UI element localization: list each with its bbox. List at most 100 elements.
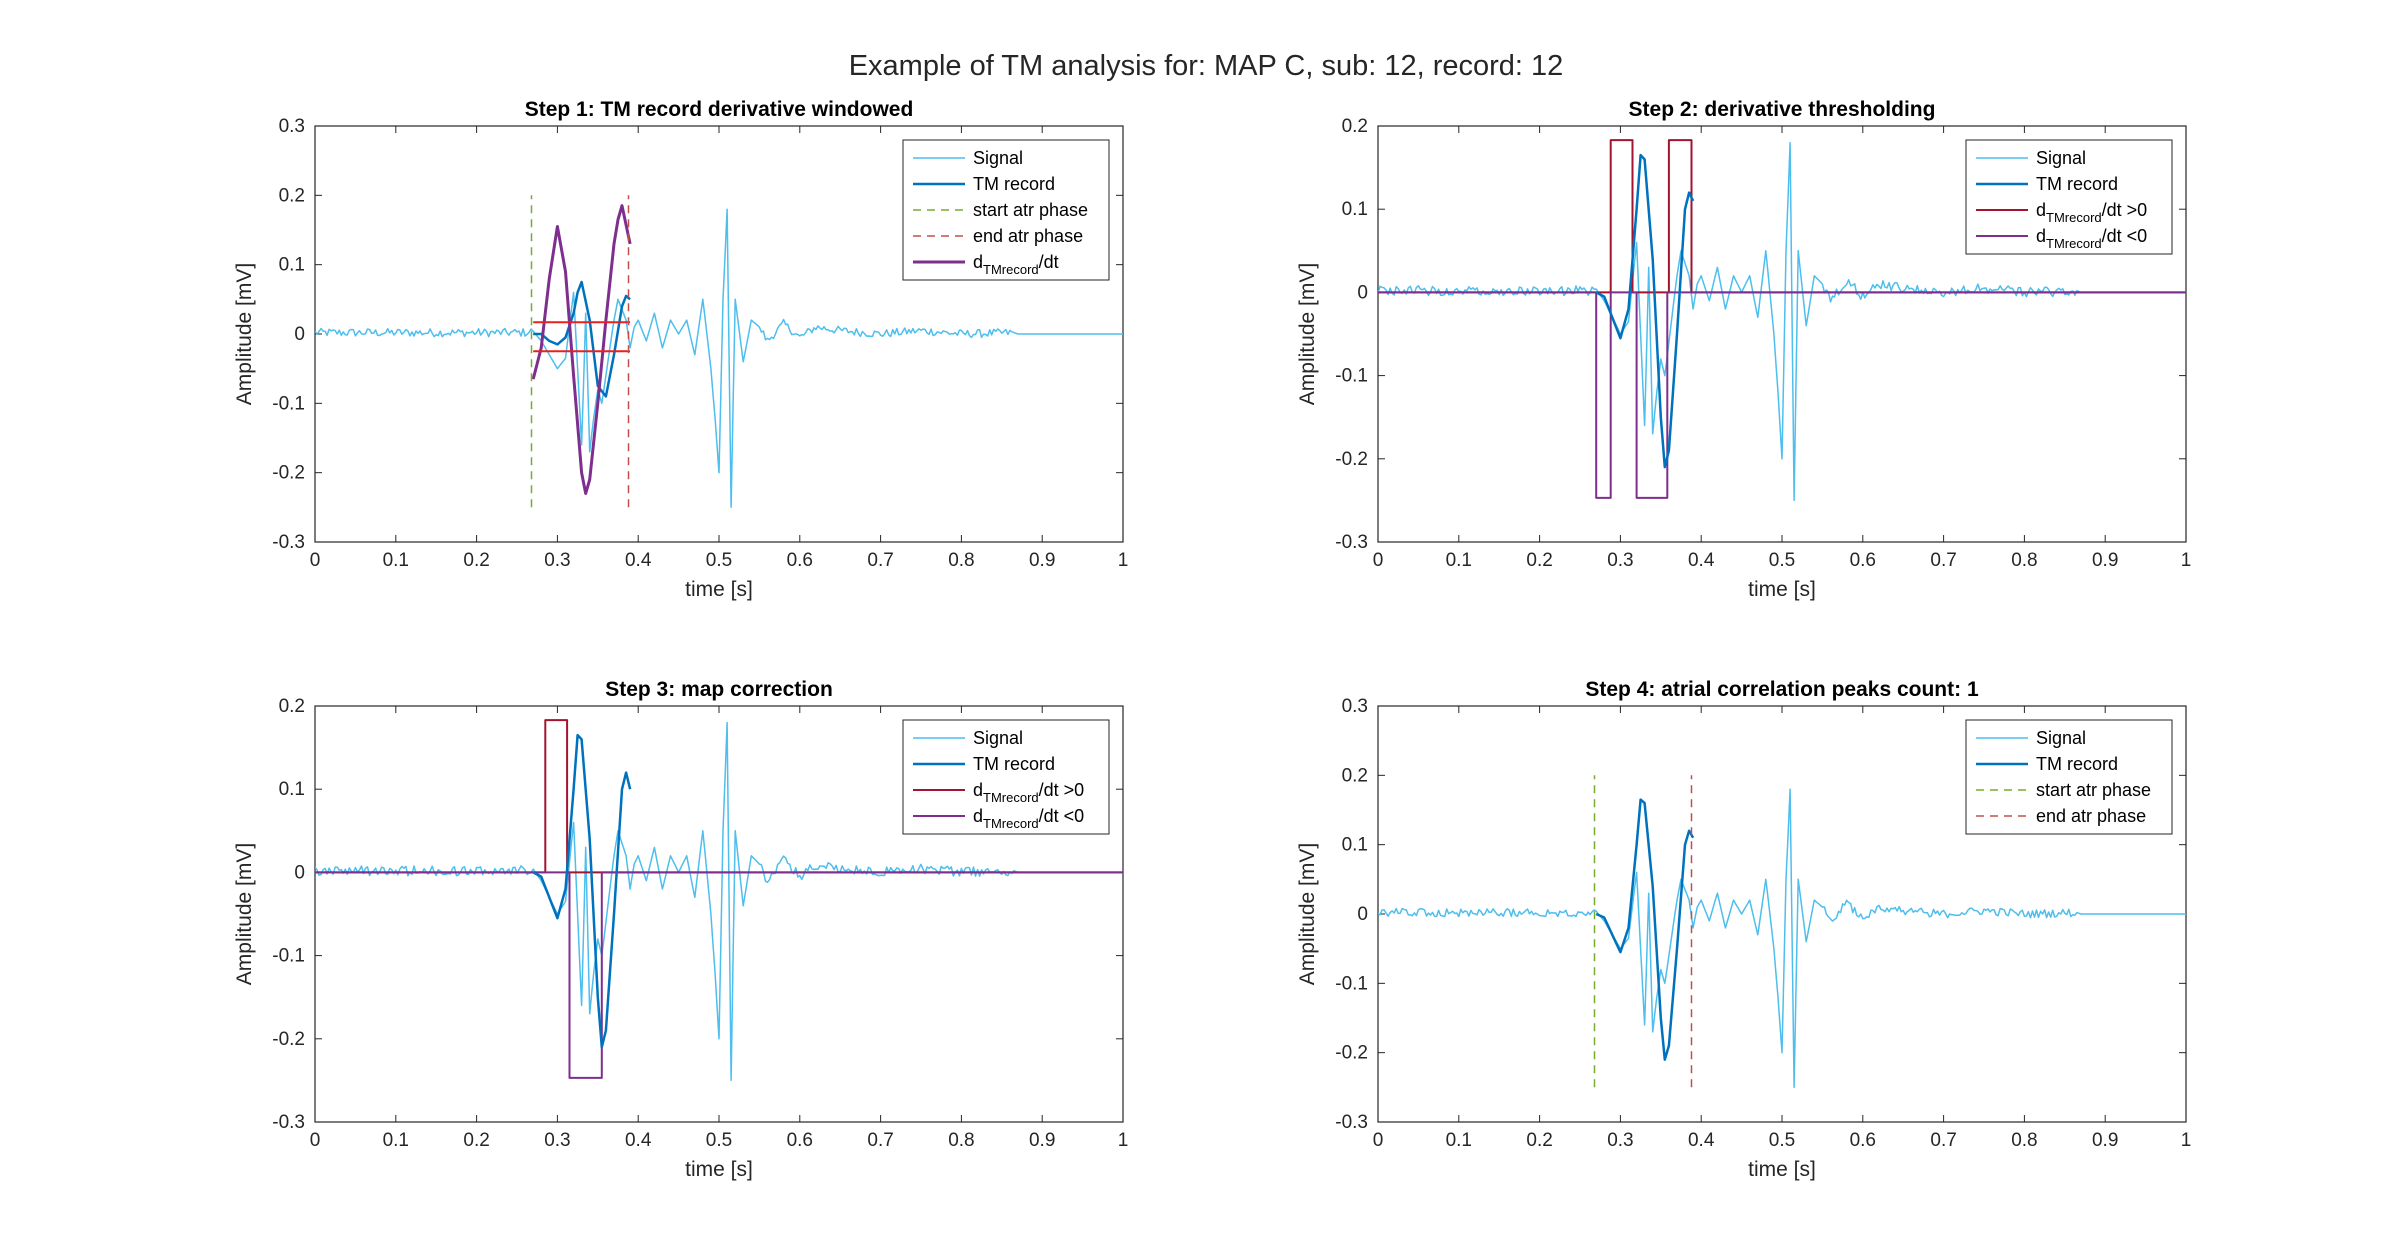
y-tick-label: 0.1	[279, 255, 305, 276]
subplot-title: Step 1: TM record derivative windowed	[525, 98, 914, 121]
x-tick-label: 0.2	[463, 1130, 489, 1151]
x-tick-label: 0.8	[2011, 550, 2037, 571]
legend-label: end atr phase	[973, 226, 1083, 246]
x-tick-label: 0.1	[383, 1130, 409, 1151]
legend-label: TM record	[2036, 174, 2118, 194]
y-tick-label: -0.1	[1335, 973, 1368, 994]
x-tick-label: 0.1	[1446, 550, 1472, 571]
y-tick-label: -0.1	[272, 946, 305, 967]
x-tick-label: 0.5	[706, 1130, 732, 1151]
y-tick-label: -0.3	[1335, 1112, 1368, 1133]
y-tick-label: 0.3	[1342, 696, 1368, 717]
legend-label: end atr phase	[2036, 806, 2146, 826]
y-tick-label: 0.1	[1342, 835, 1368, 856]
subplot-4: Step 4: atrial correlation peaks count: …	[1296, 678, 2191, 1181]
x-tick-label: 0.7	[867, 1130, 893, 1151]
x-tick-label: 0.2	[463, 550, 489, 571]
x-tick-label: 0	[310, 1130, 321, 1151]
y-tick-label: 0.2	[1342, 116, 1368, 137]
x-tick-label: 0.5	[706, 550, 732, 571]
legend-label: TM record	[973, 754, 1055, 774]
x-tick-label: 0.8	[948, 550, 974, 571]
subplot-title: Step 4: atrial correlation peaks count: …	[1585, 678, 1979, 701]
y-tick-label: -0.1	[1335, 366, 1368, 387]
x-tick-label: 0.8	[2011, 1130, 2037, 1151]
y-tick-label: -0.3	[272, 1112, 305, 1133]
y-tick-label: 0.1	[279, 779, 305, 800]
x-tick-label: 0.9	[2092, 550, 2118, 571]
x-tick-label: 0	[1373, 550, 1384, 571]
x-tick-label: 0.1	[1446, 1130, 1472, 1151]
x-tick-label: 0.7	[1930, 550, 1956, 571]
x-tick-label: 0.4	[625, 1130, 652, 1151]
x-tick-label: 0.4	[625, 550, 652, 571]
x-tick-label: 0.6	[1850, 1130, 1876, 1151]
y-tick-label: 0	[1357, 282, 1368, 303]
x-tick-label: 0.3	[1607, 550, 1633, 571]
y-tick-label: -0.2	[272, 1029, 305, 1050]
figure-suptitle: Example of TM analysis for: MAP C, sub: …	[849, 50, 1564, 82]
x-tick-label: 1	[2181, 1130, 2192, 1151]
legend-label: TM record	[973, 174, 1055, 194]
y-tick-label: -0.2	[1335, 1043, 1368, 1064]
x-tick-label: 0.3	[1607, 1130, 1633, 1151]
legend-label: Signal	[973, 148, 1023, 168]
x-tick-label: 0	[1373, 1130, 1384, 1151]
x-tick-label: 0.3	[544, 1130, 570, 1151]
y-axis-label: Amplitude [mV]	[233, 263, 256, 405]
x-tick-label: 1	[1118, 1130, 1129, 1151]
y-tick-label: -0.3	[272, 532, 305, 553]
x-tick-label: 0.2	[1526, 1130, 1552, 1151]
legend-label: TM record	[2036, 754, 2118, 774]
y-tick-label: 0.2	[1342, 765, 1368, 786]
x-tick-label: 0.2	[1526, 550, 1552, 571]
legend-label: Signal	[973, 728, 1023, 748]
legend: Signal TM record start atr phase end atr ph…	[1966, 720, 2172, 834]
x-tick-label: 0.6	[1850, 550, 1876, 571]
y-tick-label: 0.3	[279, 116, 305, 137]
y-tick-label: -0.2	[1335, 449, 1368, 470]
y-tick-label: 0	[1357, 904, 1368, 925]
x-tick-label: 0.9	[1029, 550, 1055, 571]
x-tick-label: 0.9	[1029, 1130, 1055, 1151]
y-tick-label: 0.2	[279, 185, 305, 206]
x-tick-label: 0.3	[544, 550, 570, 571]
x-tick-label: 0.8	[948, 1130, 974, 1151]
x-tick-label: 1	[2181, 550, 2192, 571]
legend: Signal TM record dTMrecord/dt >0dTMrecord/…	[903, 720, 1109, 834]
subplot-3: Step 3: map correction 0 0.1 0.2 0.3 0.4 0.5 0.…	[233, 678, 1128, 1181]
x-axis-label: time [s]	[1748, 1158, 1816, 1181]
y-tick-label: -0.1	[272, 393, 305, 414]
x-tick-label: 0.7	[867, 550, 893, 571]
subplot-title: Step 2: derivative thresholding	[1629, 98, 1936, 121]
x-tick-label: 0.4	[1688, 1130, 1715, 1151]
x-tick-label: 0.6	[787, 1130, 813, 1151]
legend-label: start atr phase	[973, 200, 1088, 220]
x-tick-label: 0.1	[383, 550, 409, 571]
x-tick-label: 0.7	[1930, 1130, 1956, 1151]
y-tick-label: 0	[294, 324, 305, 345]
subplot-title: Step 3: map correction	[605, 678, 833, 701]
legend: Signal TM record dTMrecord/dt >0dTMrecord/…	[1966, 140, 2172, 254]
x-tick-label: 0.6	[787, 550, 813, 571]
x-tick-label: 0.5	[1769, 1130, 1795, 1151]
y-axis-label: Amplitude [mV]	[1296, 263, 1319, 405]
x-tick-label: 0.4	[1688, 550, 1715, 571]
y-tick-label: -0.3	[1335, 532, 1368, 553]
y-tick-label: 0.1	[1342, 199, 1368, 220]
legend-label: Signal	[2036, 148, 2086, 168]
y-tick-label: 0.2	[279, 696, 305, 717]
x-tick-label: 0.5	[1769, 550, 1795, 571]
x-tick-label: 0	[310, 550, 321, 571]
x-axis-label: time [s]	[685, 1158, 753, 1181]
x-tick-label: 0.9	[2092, 1130, 2118, 1151]
y-tick-label: 0	[294, 862, 305, 883]
y-axis-label: Amplitude [mV]	[1296, 843, 1319, 985]
x-tick-label: 1	[1118, 550, 1129, 571]
legend-label: Signal	[2036, 728, 2086, 748]
legend: Signal TM record start atr phase end atr ph…	[903, 140, 1109, 280]
subplot-1: Step 1: TM record derivative windowed 0 0.…	[233, 98, 1128, 601]
x-axis-label: time [s]	[1748, 578, 1816, 601]
legend-label: start atr phase	[2036, 780, 2151, 800]
